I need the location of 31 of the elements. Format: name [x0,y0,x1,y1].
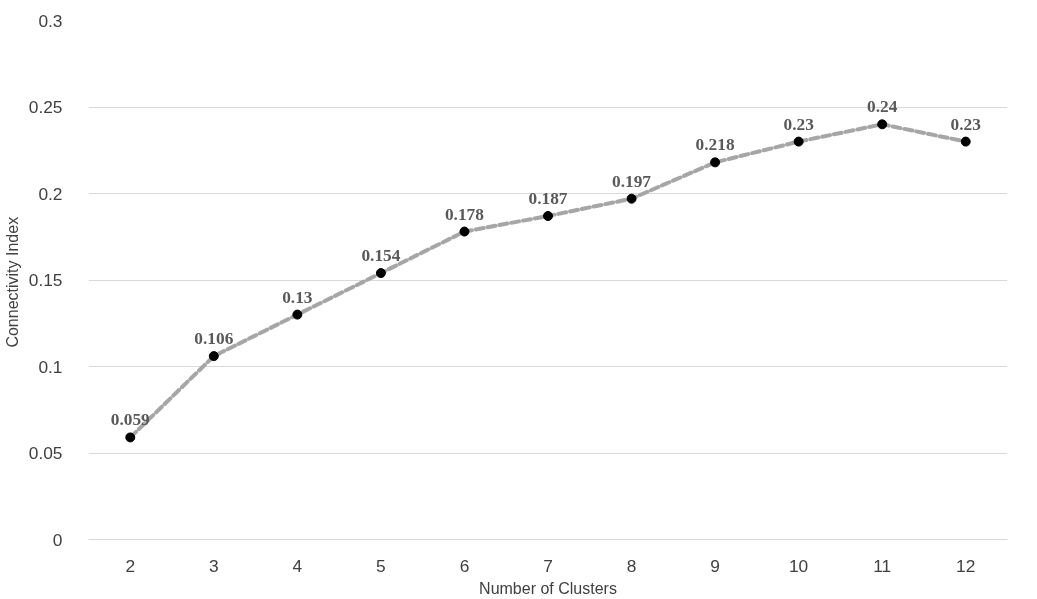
data-label: 0.106 [194,329,234,349]
x-tick-label: 2 [125,555,136,576]
data-label: 0.178 [444,204,485,224]
x-tick-label: 6 [459,555,470,576]
y-tick-label: 0.1 [38,356,63,377]
x-tick-label: 8 [626,555,637,576]
y-tick-label: 0.2 [38,183,63,204]
y-tick-label: 0 [52,529,63,550]
x-tick-label: 11 [873,555,892,576]
x-tick-label: 3 [209,555,219,576]
x-tick-label: 12 [956,555,976,576]
data-label: 0.23 [950,114,982,134]
x-tick-label: 7 [543,555,553,576]
x-tick-label: 4 [292,555,303,576]
x-axis-title: Number of Clusters [479,579,617,597]
y-axis-title: Connectivity Index [3,216,21,348]
data-label: 0.197 [612,171,652,191]
x-tick-label: 9 [710,555,720,576]
data-label: 0.154 [361,246,401,266]
data-label: 0.187 [528,188,568,208]
x-tick-label: 5 [376,555,386,576]
data-label: 0.13 [282,287,313,307]
y-tick-label: 0.15 [28,270,63,290]
y-tick-label: 0.3 [38,10,63,31]
x-tick-label: 10 [789,555,809,576]
data-label: 0.218 [695,135,735,155]
data-label: 0.24 [867,97,898,117]
y-tick-label: 0.25 [28,97,63,117]
data-label: 0.23 [783,114,815,134]
y-tick-label: 0.05 [28,443,63,463]
data-label: 0.059 [110,410,151,430]
